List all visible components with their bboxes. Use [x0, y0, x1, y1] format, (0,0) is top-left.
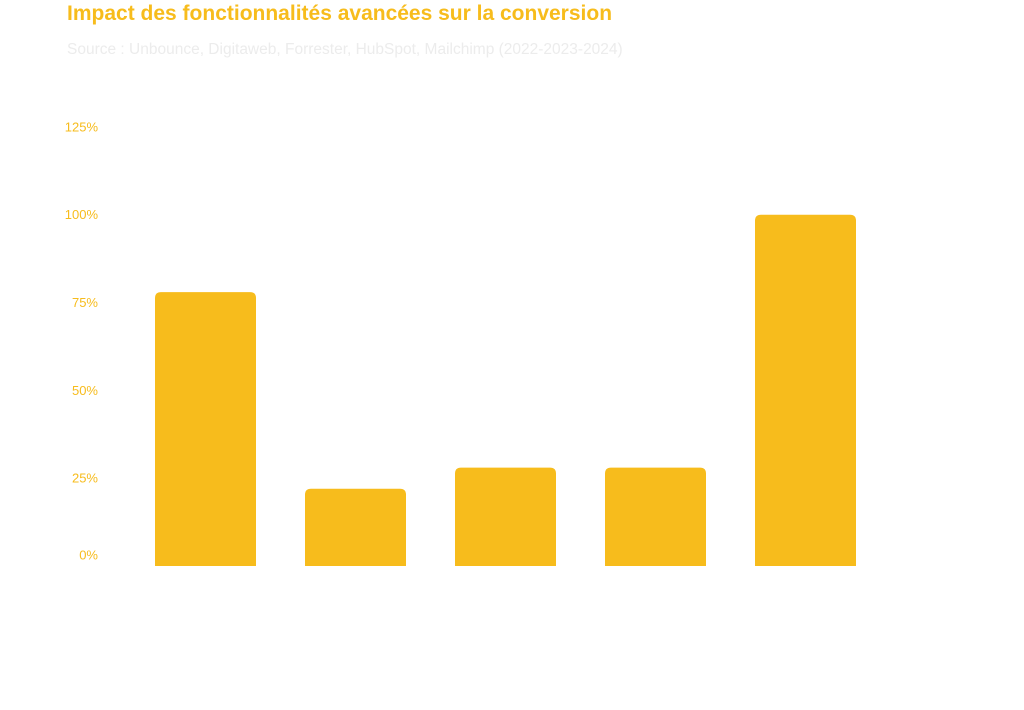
y-tick-label: 0%	[79, 547, 98, 562]
y-tick-label: 25%	[72, 471, 98, 486]
chart-title: Impact des fonctionnalités avancées sur …	[67, 2, 613, 25]
bar[interactable]	[755, 214, 856, 567]
bar[interactable]	[455, 467, 556, 566]
y-tick-label: 100%	[65, 207, 99, 222]
bar[interactable]	[305, 488, 406, 566]
bars-group	[155, 214, 856, 567]
bar[interactable]	[155, 292, 256, 566]
bar[interactable]	[605, 467, 706, 566]
y-tick-label: 50%	[72, 383, 98, 398]
y-tick-label: 75%	[72, 295, 98, 310]
y-tick-label: 125%	[65, 119, 99, 134]
y-axis: 0% 25% 50% 75% 100% 125%	[65, 119, 99, 562]
chart-subtitle: Source : Unbounce, Digitaweb, Forrester,…	[67, 41, 623, 58]
